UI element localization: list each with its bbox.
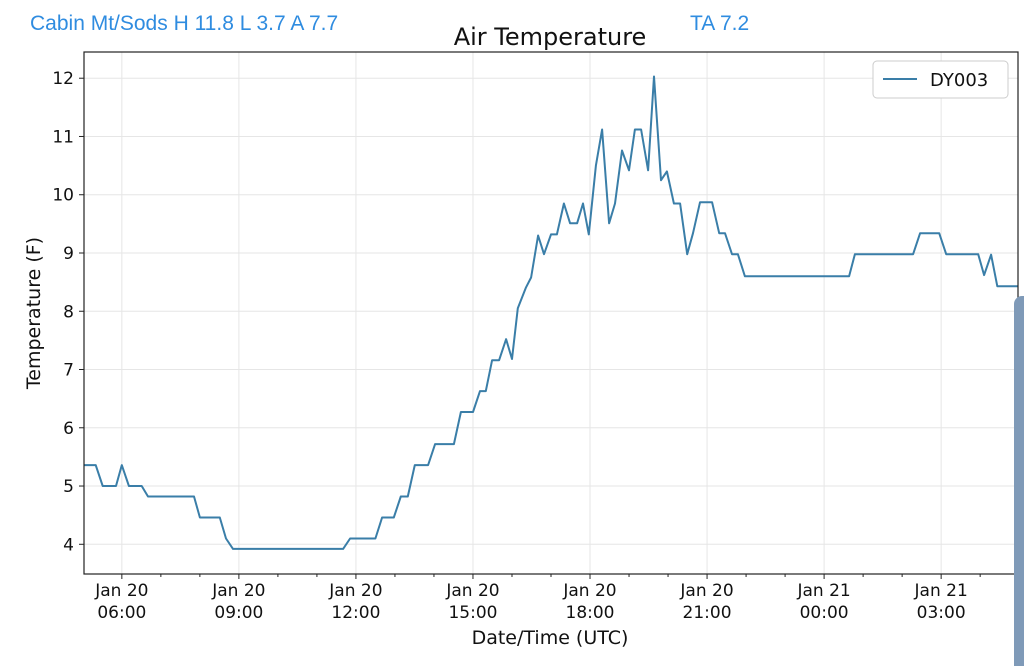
grid — [84, 52, 1018, 574]
x-tick-label-time: 00:00 — [800, 603, 849, 623]
x-tick-label-time: 03:00 — [917, 603, 966, 623]
x-tick-label-date: Jan 21 — [914, 581, 968, 601]
x-tick-label-date: Jan 20 — [328, 581, 382, 601]
x-axis-label: Date/Time (UTC) — [472, 627, 629, 649]
x-tick-label-time: 12:00 — [331, 603, 380, 623]
scrollbar-handle[interactable] — [1014, 296, 1024, 666]
y-tick-label: 4 — [63, 535, 74, 555]
chart-title: Air Temperature — [454, 23, 647, 51]
y-tick-label: 9 — [63, 244, 74, 264]
x-tick-label-date: Jan 20 — [94, 581, 148, 601]
y-tick-label: 7 — [63, 361, 74, 381]
x-tick-label-time: 18:00 — [566, 603, 615, 623]
y-tick-label: 12 — [52, 69, 74, 89]
legend-box — [872, 60, 1009, 99]
x-tick-label-date: Jan 20 — [211, 581, 265, 601]
x-tick-label-date: Jan 20 — [562, 581, 616, 601]
y-tick-label: 11 — [52, 127, 74, 147]
x-tick-label-date: Jan 20 — [445, 581, 499, 601]
ta-value: TA 7.2 — [690, 12, 750, 35]
y-tick-label: 5 — [63, 477, 74, 497]
x-tick-label-time: 06:00 — [97, 603, 146, 623]
x-tick-label-time: 15:00 — [448, 603, 497, 623]
legend-label: DY003 — [930, 70, 988, 91]
x-tick-label-time: 09:00 — [214, 603, 263, 623]
y-axis-label: Temperature (F) — [23, 237, 45, 390]
series-line-dy003 — [84, 75, 1018, 550]
y-tick-label: 8 — [63, 302, 74, 322]
x-tick-label-date: Jan 21 — [796, 581, 850, 601]
x-tick-label-date: Jan 20 — [679, 581, 733, 601]
x-tick-label-time: 21:00 — [683, 603, 732, 623]
y-tick-label: 10 — [52, 186, 74, 206]
legend: DY003 — [872, 60, 1009, 99]
plot-frame — [83, 51, 1019, 575]
y-tick-label: 6 — [63, 419, 74, 439]
station-summary: Cabin Mt/Sods H 11.8 L 3.7 A 7.7 — [30, 12, 339, 35]
